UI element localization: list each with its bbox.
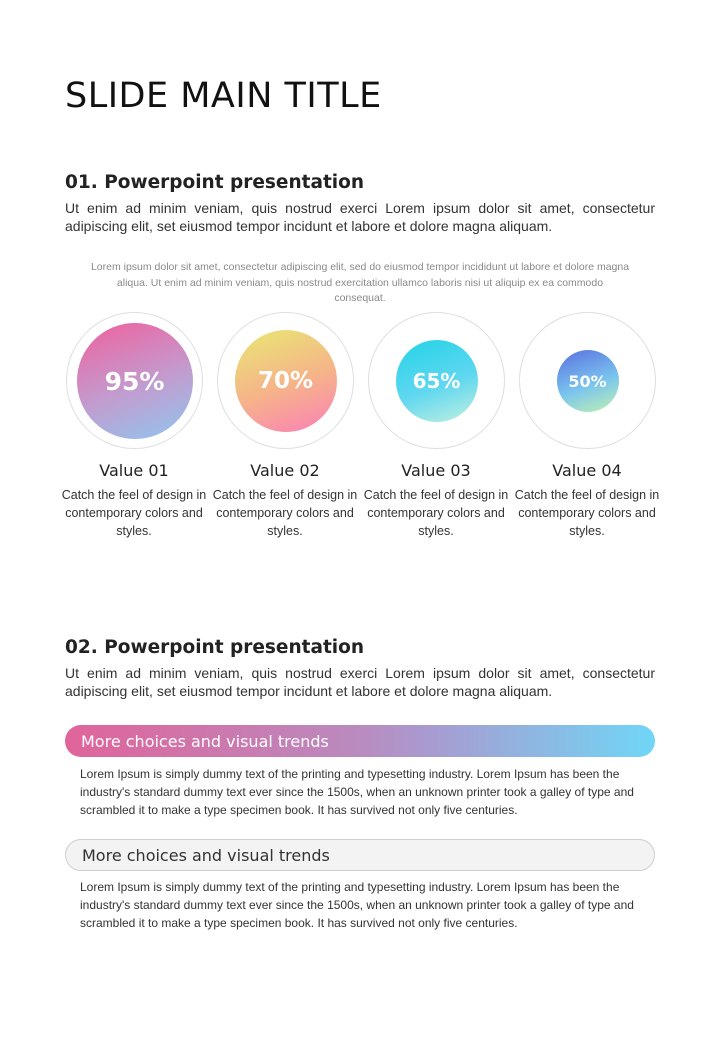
highlight-bar-plain: More choices and visual trends — [65, 839, 655, 871]
stat-card-1: 95% Value 01 Catch the feel of design in… — [59, 312, 209, 540]
stat-description: Catch the feel of design in contemporary… — [514, 488, 660, 538]
stat-orb-70: 70% — [234, 330, 337, 432]
section-2-text: Ut enim ad minim veniam, quis nostrud ex… — [65, 665, 655, 699]
stat-orb-50: 50% — [556, 350, 619, 412]
highlight-bar-text: Lorem Ipsum is simply dummy text of the … — [80, 767, 634, 817]
stat-value: 65% — [412, 369, 461, 393]
stat-card-4: 50% Value 04 Catch the feel of design in… — [512, 312, 662, 540]
stat-ring: 95% — [65, 312, 203, 449]
stat-label: Value 01 — [99, 461, 169, 480]
highlight-bar-gradient: More choices and visual trends — [65, 725, 655, 757]
stat-value: 50% — [568, 371, 607, 391]
highlight-bar-text: Lorem Ipsum is simply dummy text of the … — [80, 880, 634, 930]
section-1-heading: 01. Powerpoint presentation — [65, 172, 365, 193]
stat-card-2: 70% Value 02 Catch the feel of design in… — [210, 312, 360, 540]
stat-label: Value 03 — [401, 461, 471, 480]
stat-orb-65: 65% — [395, 340, 478, 422]
stat-label: Value 04 — [552, 461, 622, 480]
stat-ring: 70% — [216, 312, 354, 449]
section-2-heading: 02. Powerpoint presentation — [65, 637, 365, 658]
stat-value: 95% — [104, 366, 165, 396]
stat-description: Catch the feel of design in contemporary… — [212, 488, 358, 538]
stat-value: 70% — [257, 368, 314, 394]
section-1-text: Ut enim ad minim veniam, quis nostrud ex… — [65, 200, 655, 234]
stat-ring: 65% — [367, 312, 505, 449]
stat-card-3: 65% Value 03 Catch the feel of design in… — [361, 312, 511, 540]
highlight-bar-title: More choices and visual trends — [81, 731, 329, 751]
stat-ring: 50% — [518, 312, 656, 449]
section-1-caption: Lorem ipsum dolor sit amet, consectetur … — [90, 261, 630, 304]
stat-description: Catch the feel of design in contemporary… — [61, 488, 207, 538]
stat-group: 95% Value 01 Catch the feel of design in… — [59, 312, 661, 552]
stat-label: Value 02 — [250, 461, 320, 480]
stat-description: Catch the feel of design in contemporary… — [363, 488, 509, 538]
stat-orb-95: 95% — [76, 323, 193, 439]
highlight-bar-title: More choices and visual trends — [82, 845, 330, 865]
slide-title: SLIDE MAIN TITLE — [65, 76, 382, 116]
